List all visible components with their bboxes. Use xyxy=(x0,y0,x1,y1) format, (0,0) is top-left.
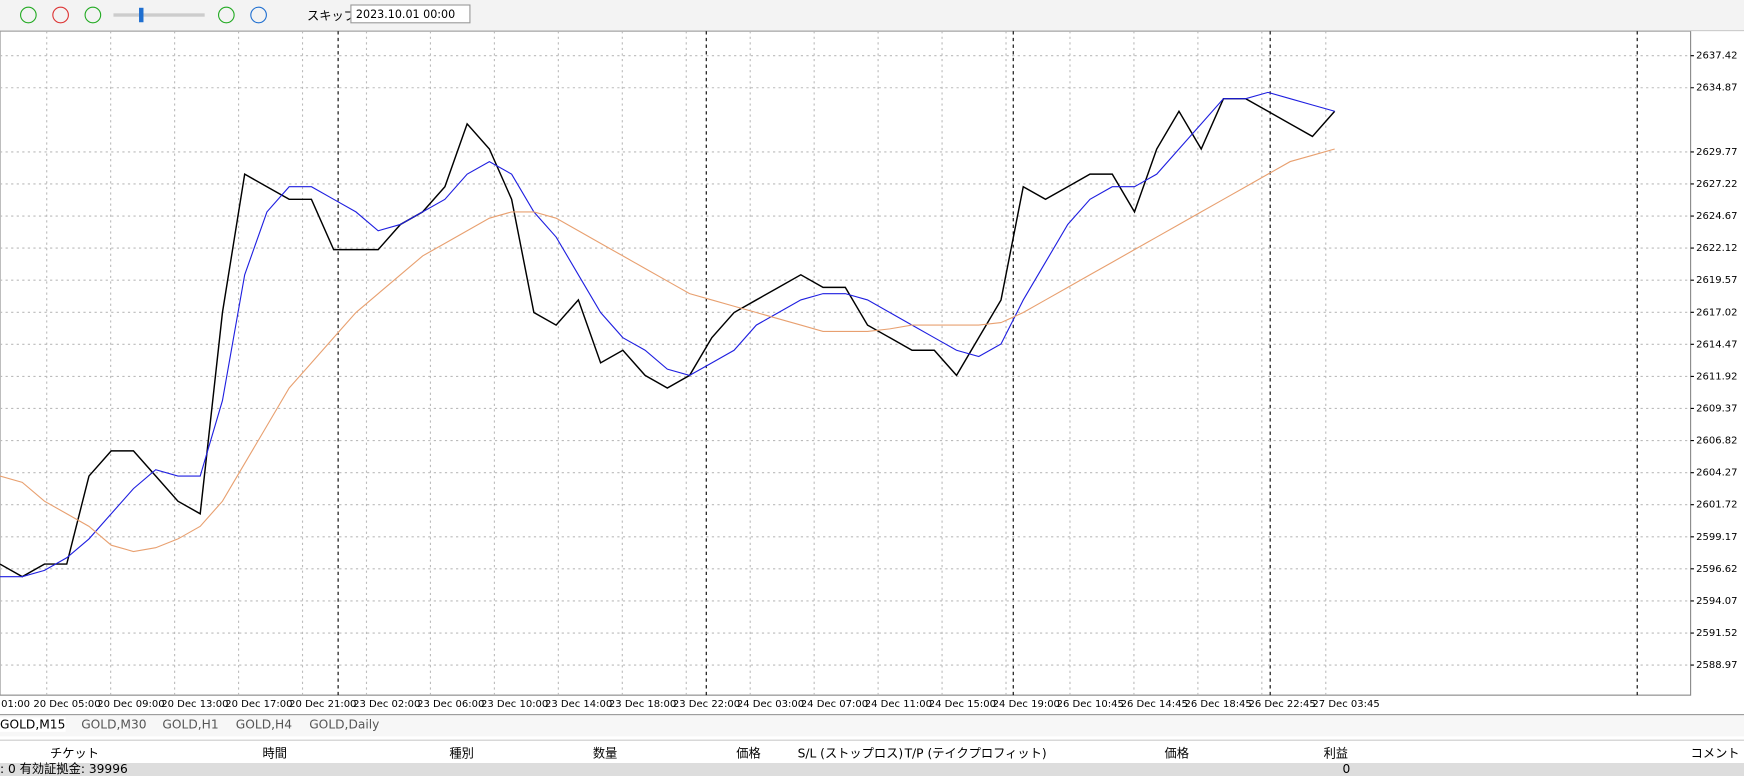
y-tick-label: 2627.22 xyxy=(1696,179,1737,190)
column-header[interactable]: 時間 xyxy=(262,746,287,761)
y-tick-label: 2611.92 xyxy=(1696,371,1737,382)
x-tick-label: 23 Dec 14:00 xyxy=(545,699,612,710)
forward-button[interactable] xyxy=(217,6,235,24)
x-tick-label: 23 Dec 18:00 xyxy=(609,699,676,710)
chart: 2637.42 2634.87 2629.77 2627.22 2624.67 2622.… xyxy=(0,31,1738,710)
date-input[interactable]: 2023.10.01 00:00 xyxy=(350,4,471,24)
x-tick-label: 27 Dec 03:45 xyxy=(1312,699,1379,710)
x-tick-label: 20 Dec 05:00 xyxy=(33,699,100,710)
x-tick-label: 01:00 xyxy=(1,699,30,710)
column-header[interactable]: T/P (テイクプロフィット) xyxy=(904,746,1047,761)
plot-area xyxy=(0,31,1692,696)
x-tick-label: 23 Dec 22:00 xyxy=(673,699,740,710)
column-header[interactable]: コメント xyxy=(1690,746,1740,761)
tab[interactable]: GOLD,H4 xyxy=(235,717,293,732)
column-header[interactable]: 価格 xyxy=(736,746,761,761)
x-tick-label: 26 Dec 14:45 xyxy=(1121,699,1188,710)
x-tick-label: 20 Dec 13:00 xyxy=(161,699,228,710)
rewind-button[interactable] xyxy=(84,6,102,24)
column-header[interactable]: 価格 xyxy=(1164,746,1189,761)
y-tick-label: 2622.12 xyxy=(1696,243,1737,254)
column-header[interactable]: チケット xyxy=(50,746,99,761)
x-tick-label: 20 Dec 21:00 xyxy=(289,699,356,710)
stop-button[interactable] xyxy=(52,6,69,24)
y-tick-label: 2609.37 xyxy=(1696,403,1737,414)
x-tick-label: 26 Dec 10:45 xyxy=(1057,699,1124,710)
x-tick-label: 24 Dec 19:00 xyxy=(993,699,1060,710)
x-tick-label: 23 Dec 06:00 xyxy=(417,699,484,710)
moving-average xyxy=(0,148,1335,553)
y-tick-label: 2604.27 xyxy=(1696,468,1737,479)
y-tick-label: 2624.67 xyxy=(1696,211,1737,222)
x-tick-label: 24 Dec 03:00 xyxy=(737,699,804,710)
speed-slider[interactable] xyxy=(113,7,205,23)
x-tick-label: 20 Dec 17:00 xyxy=(225,699,292,710)
x-tick-label: 23 Dec 10:00 xyxy=(481,699,548,710)
x-tick-label: 20 Dec 09:00 xyxy=(97,699,164,710)
y-tick-label: 2614.47 xyxy=(1696,339,1737,350)
column-header[interactable]: 利益 xyxy=(1323,746,1349,761)
x-tick-label: 24 Dec 07:00 xyxy=(801,699,868,710)
step-button[interactable] xyxy=(250,6,267,24)
y-tick-label: 2619.57 xyxy=(1696,275,1737,286)
y-tick-label: 2606.82 xyxy=(1696,436,1737,447)
y-tick-label: 2617.02 xyxy=(1696,307,1737,318)
x-tick-label: 24 Dec 15:00 xyxy=(929,699,996,710)
status-text: : 0 有効証拠金: 39996 xyxy=(0,761,128,776)
tab[interactable]: GOLD,Daily xyxy=(309,717,380,732)
x-tick-label: 24 Dec 11:00 xyxy=(865,699,932,710)
x-tick-label: 26 Dec 22:45 xyxy=(1248,699,1315,710)
price-line xyxy=(0,97,1336,578)
tab[interactable]: GOLD,M30 xyxy=(81,717,147,732)
moving-average xyxy=(0,91,1335,578)
skip-button[interactable]: スキップ xyxy=(306,8,356,24)
profit-value: 0 xyxy=(1342,761,1351,776)
tab[interactable]: GOLD,M15 xyxy=(0,717,66,732)
y-tick-label: 2596.62 xyxy=(1696,564,1737,575)
y-tick-label: 2588.97 xyxy=(1696,660,1737,671)
x-tick-label: 26 Dec 18:45 xyxy=(1185,699,1252,710)
x-tick-label: 23 Dec 02:00 xyxy=(353,699,420,710)
column-header[interactable]: S/L (ストップロス) xyxy=(797,746,904,761)
play-button[interactable] xyxy=(20,6,37,24)
y-tick-label: 2599.17 xyxy=(1696,532,1737,543)
column-header[interactable]: 種別 xyxy=(449,746,474,761)
status-row: : 0 有効証拠金: 39996 0 xyxy=(0,761,1744,776)
column-header[interactable]: 数量 xyxy=(592,746,618,761)
y-tick-label: 2637.42 xyxy=(1696,51,1737,62)
y-tick-label: 2634.87 xyxy=(1696,83,1737,94)
y-tick-label: 2629.77 xyxy=(1696,147,1737,158)
tab-bar: GOLD,M15 GOLD,M30 GOLD,H1 GOLD,H4 GOLD,Daily xyxy=(0,714,1744,737)
y-tick-label: 2601.72 xyxy=(1696,500,1737,511)
y-tick-label: 2591.52 xyxy=(1696,628,1737,639)
y-tick-label: 2594.07 xyxy=(1696,596,1737,607)
tab[interactable]: GOLD,H1 xyxy=(162,717,219,732)
toolbar: スキップ 2023.10.01 00:00 xyxy=(0,0,1744,32)
table-header: チケット 時間 種別 数量 価格 S/L (ストップロス) T/P (テイクプロフィット) 価… xyxy=(0,739,1744,765)
